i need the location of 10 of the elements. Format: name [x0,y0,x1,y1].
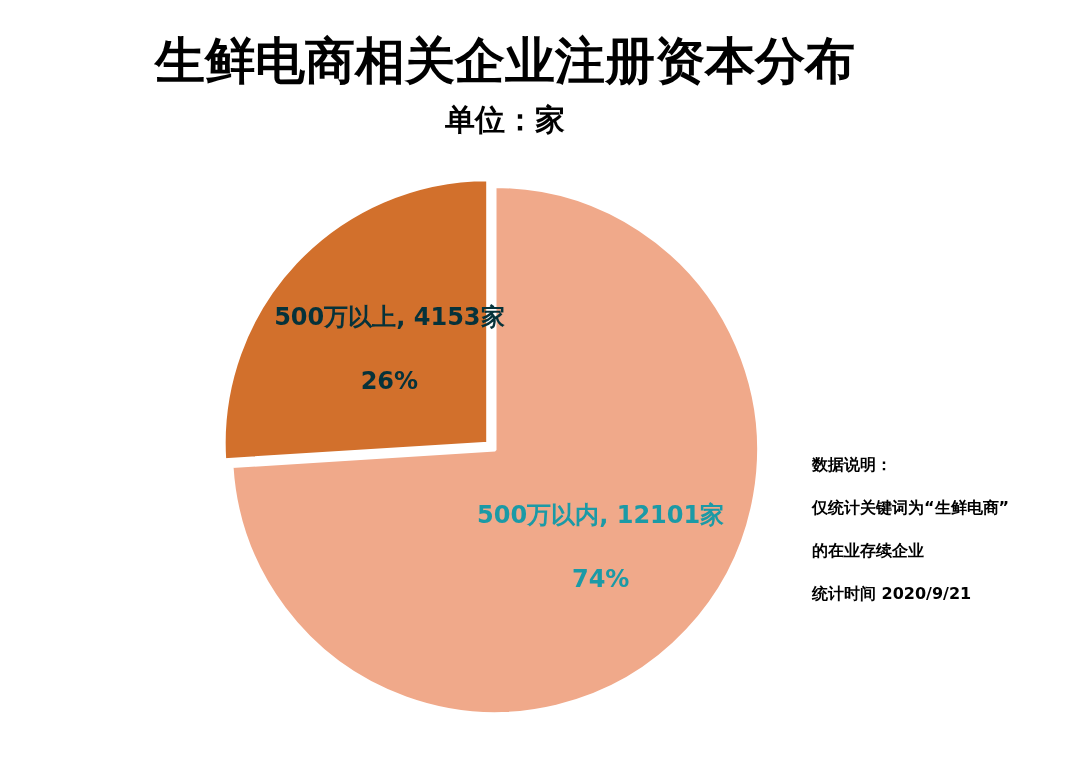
data-label: 26% [360,367,419,396]
text: 的在业存续企业 [812,541,925,562]
slice-label: 500万以上, 4153家 [274,303,505,332]
text: 统计时间 2020/9/21 [812,584,973,605]
data-label: 74% [571,565,630,594]
text: 数据说明： [812,455,893,476]
slice-label: 500万以内, 12101家 [477,501,725,530]
text: 仅统计关键词为“生鲜电商” [812,498,1010,519]
chart-subtitle: 单位：家 [444,101,566,139]
chart-title: 生鲜电商相关企业注册资本分布 [153,31,856,92]
